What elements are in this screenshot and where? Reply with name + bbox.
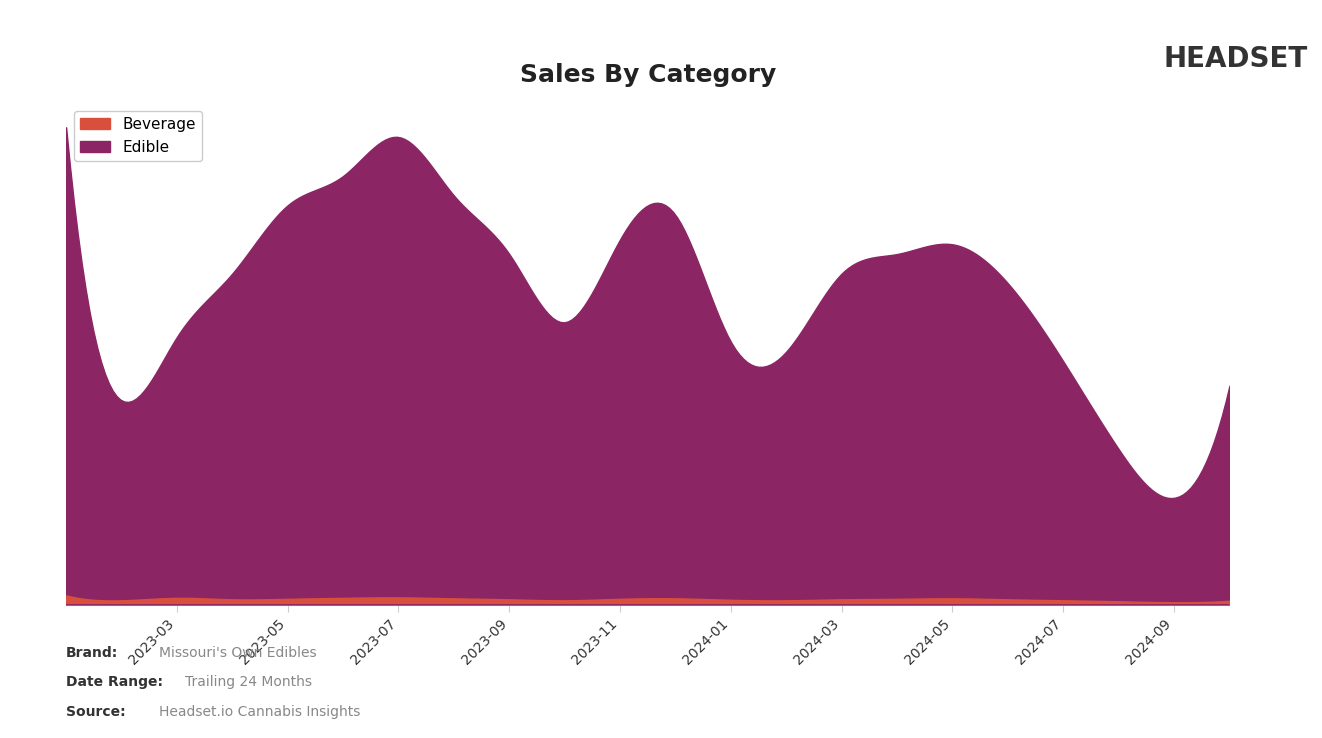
Text: Headset.io Cannabis Insights: Headset.io Cannabis Insights — [159, 705, 360, 719]
Text: HEADSET: HEADSET — [1163, 45, 1307, 73]
Text: Date Range:: Date Range: — [66, 675, 163, 689]
Text: Missouri's Own Edibles: Missouri's Own Edibles — [159, 646, 316, 660]
Text: Brand:: Brand: — [66, 646, 119, 660]
Text: Trailing 24 Months: Trailing 24 Months — [185, 675, 312, 689]
Legend: Beverage, Edible: Beverage, Edible — [74, 111, 202, 161]
Text: Source:: Source: — [66, 705, 126, 719]
Title: Sales By Category: Sales By Category — [520, 63, 776, 88]
